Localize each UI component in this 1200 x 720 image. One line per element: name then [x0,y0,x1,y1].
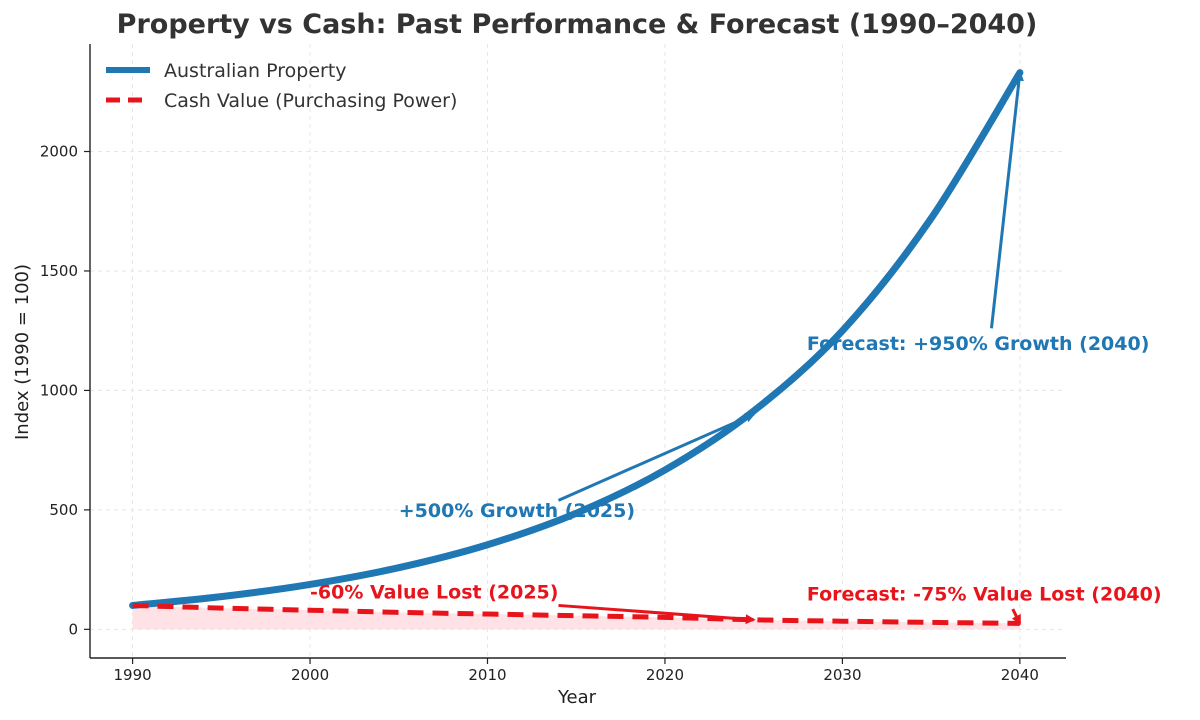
y-tick-label: 1500 [40,262,78,280]
y-tick-label: 2000 [40,143,78,161]
legend: Australian Property Cash Value (Purchasi… [106,60,457,112]
annotations: +500% Growth (2025) Forecast: +950% Growt… [310,70,1162,626]
axes: 1990 2000 2010 2020 2030 2040 0 500 1000 1500 2000 [40,44,1066,684]
x-tick-label: 2010 [468,666,506,684]
annotation-label-0: +500% Growth (2025) [399,500,635,522]
chart-title: Property vs Cash: Past Performance & For… [117,9,1038,40]
legend-label-cash: Cash Value (Purchasing Power) [164,90,457,112]
y-axis-label: Index (1990 = 100) [12,264,33,440]
y-tick-label: 1000 [40,381,78,399]
x-tick-label: 2020 [646,666,684,684]
annotation-arrow-3 [1011,608,1022,626]
x-tick-label: 2040 [1001,666,1039,684]
annotation-label-2: -60% Value Lost (2025) [310,581,558,603]
x-tick-label: 1990 [113,666,151,684]
annotation-arrow-2 [558,603,756,625]
y-tick-label: 0 [68,620,78,638]
cash-fill-area [132,605,1020,630]
series [129,69,1024,626]
annotation-label-3: Forecast: -75% Value Lost (2040) [807,584,1162,606]
x-axis-label: Year [557,687,597,708]
cash-fill [132,605,1020,630]
annotation-arrow-1 [989,70,1024,329]
legend-label-property: Australian Property [164,60,347,82]
series-line-property [129,69,1024,609]
y-tick-label: 500 [49,501,78,519]
annotation-label-1: Forecast: +950% Growth (2040) [807,333,1149,355]
x-tick-label: 2000 [291,666,329,684]
x-tick-label: 2030 [823,666,861,684]
annotation-arrow-0 [557,412,756,502]
series-line-cash [132,602,1020,626]
